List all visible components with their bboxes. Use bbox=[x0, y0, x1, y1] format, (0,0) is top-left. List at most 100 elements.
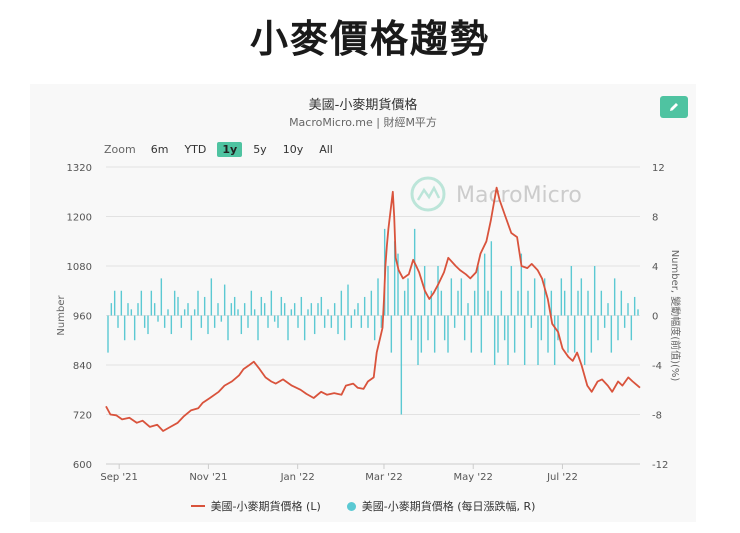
change-bar bbox=[560, 278, 563, 316]
change-bar bbox=[400, 315, 403, 415]
change-bar bbox=[293, 303, 296, 316]
change-bar bbox=[593, 266, 596, 316]
change-bar bbox=[427, 315, 429, 341]
change-bar bbox=[507, 315, 509, 365]
change-bar bbox=[227, 315, 229, 341]
legend-label-change: 美國-小麥期貨價格 (每日漲跌幅, R) bbox=[361, 500, 536, 513]
change-bar bbox=[150, 290, 153, 316]
change-bar bbox=[610, 315, 613, 353]
y-right-tick-label: 4 bbox=[652, 262, 658, 273]
change-bar bbox=[397, 253, 399, 316]
x-tick-label: May '22 bbox=[454, 472, 493, 483]
y-left-tick-label: 840 bbox=[73, 361, 92, 372]
y-right-tick-label: 12 bbox=[652, 163, 665, 174]
change-bar bbox=[343, 315, 346, 341]
change-bar bbox=[620, 290, 623, 316]
change-bar bbox=[360, 315, 363, 328]
chart-title: 美國-小麥期貨價格 bbox=[308, 98, 418, 113]
change-bar bbox=[183, 309, 186, 316]
change-bar bbox=[413, 228, 416, 316]
change-bar bbox=[357, 303, 359, 316]
change-bar bbox=[517, 290, 519, 316]
range-button-all[interactable]: All bbox=[319, 142, 333, 156]
range-button-ytd[interactable]: YTD bbox=[184, 142, 207, 156]
change-bar bbox=[323, 315, 326, 328]
y-left-tick-label: 1320 bbox=[67, 163, 92, 174]
range-button-6m[interactable]: 6m bbox=[150, 142, 169, 156]
change-bar bbox=[530, 315, 533, 328]
change-bar bbox=[170, 315, 173, 335]
edit-button[interactable] bbox=[660, 96, 688, 118]
change-bar bbox=[223, 284, 226, 316]
change-bar bbox=[330, 315, 333, 328]
change-bar bbox=[523, 315, 526, 365]
change-bar bbox=[353, 309, 356, 316]
range-selector: Zoom 6m YTD 1y 5y 10y All bbox=[104, 140, 338, 158]
legend-item-change[interactable]: 美國-小麥期貨價格 (每日漲跌幅, R) bbox=[346, 498, 536, 514]
change-bar bbox=[327, 309, 329, 316]
change-bar bbox=[497, 315, 499, 353]
change-bar bbox=[267, 315, 269, 328]
chart-card: 美國-小麥期貨價格 MacroMicro.me | 財經M平方 Zoom 6m … bbox=[30, 84, 696, 522]
chart-plot: MacroMicro 600720840960108012001320-12-8… bbox=[56, 163, 682, 483]
legend-item-price[interactable]: 美國-小麥期貨價格 (L) bbox=[190, 498, 321, 514]
change-bar bbox=[387, 266, 389, 316]
change-bar bbox=[180, 315, 183, 328]
change-bar bbox=[500, 290, 503, 316]
change-bar bbox=[300, 296, 303, 316]
range-button-1y[interactable]: 1y bbox=[217, 141, 243, 157]
change-bar bbox=[567, 315, 569, 353]
change-bar bbox=[443, 315, 446, 341]
macromicro-logo-icon bbox=[410, 176, 446, 212]
x-tick-label: Nov '21 bbox=[189, 472, 227, 483]
range-button-10y[interactable]: 10y bbox=[282, 142, 304, 156]
pencil-icon bbox=[670, 103, 678, 111]
change-bar bbox=[257, 315, 259, 341]
change-bar bbox=[570, 266, 573, 316]
change-bar bbox=[513, 315, 516, 353]
change-bar bbox=[187, 303, 189, 316]
watermark-text: MacroMicro bbox=[456, 183, 582, 208]
change-bar bbox=[410, 315, 413, 341]
change-bar bbox=[573, 315, 576, 353]
change-bar bbox=[123, 315, 126, 341]
change-bar bbox=[280, 296, 283, 316]
change-bar bbox=[480, 315, 483, 353]
change-bar bbox=[537, 315, 539, 365]
change-bar bbox=[433, 315, 436, 353]
y-left-tick-label: 1080 bbox=[67, 262, 92, 273]
change-bar bbox=[487, 290, 489, 316]
change-bar bbox=[377, 278, 379, 316]
change-bar bbox=[363, 296, 366, 316]
change-bar bbox=[603, 315, 606, 328]
change-bar bbox=[140, 290, 143, 316]
y-left-tick-label: 600 bbox=[73, 460, 92, 471]
change-bar bbox=[277, 315, 279, 328]
change-bar bbox=[220, 315, 223, 322]
change-bar bbox=[380, 315, 383, 328]
change-bar bbox=[557, 315, 559, 341]
change-bar bbox=[430, 290, 433, 316]
x-tick-label: Jul '22 bbox=[546, 472, 578, 483]
change-bar bbox=[207, 315, 209, 335]
change-bar bbox=[200, 315, 203, 328]
change-bar bbox=[153, 303, 156, 316]
change-bar bbox=[283, 303, 286, 316]
change-bar bbox=[247, 315, 249, 328]
change-bar bbox=[627, 303, 629, 316]
change-bar bbox=[190, 315, 193, 341]
change-bar bbox=[587, 290, 589, 316]
change-bar bbox=[197, 290, 199, 316]
change-bar bbox=[617, 315, 619, 341]
y-right-tick-label: 0 bbox=[652, 312, 658, 323]
range-button-5y[interactable]: 5y bbox=[253, 142, 267, 156]
change-bar bbox=[287, 315, 289, 341]
change-bar bbox=[210, 278, 213, 316]
change-bar bbox=[473, 290, 476, 316]
change-bar bbox=[193, 309, 196, 316]
change-bar bbox=[453, 315, 456, 328]
change-bar bbox=[213, 315, 216, 328]
change-bar bbox=[127, 303, 129, 316]
change-bar bbox=[297, 315, 299, 328]
change-bar bbox=[270, 290, 273, 316]
